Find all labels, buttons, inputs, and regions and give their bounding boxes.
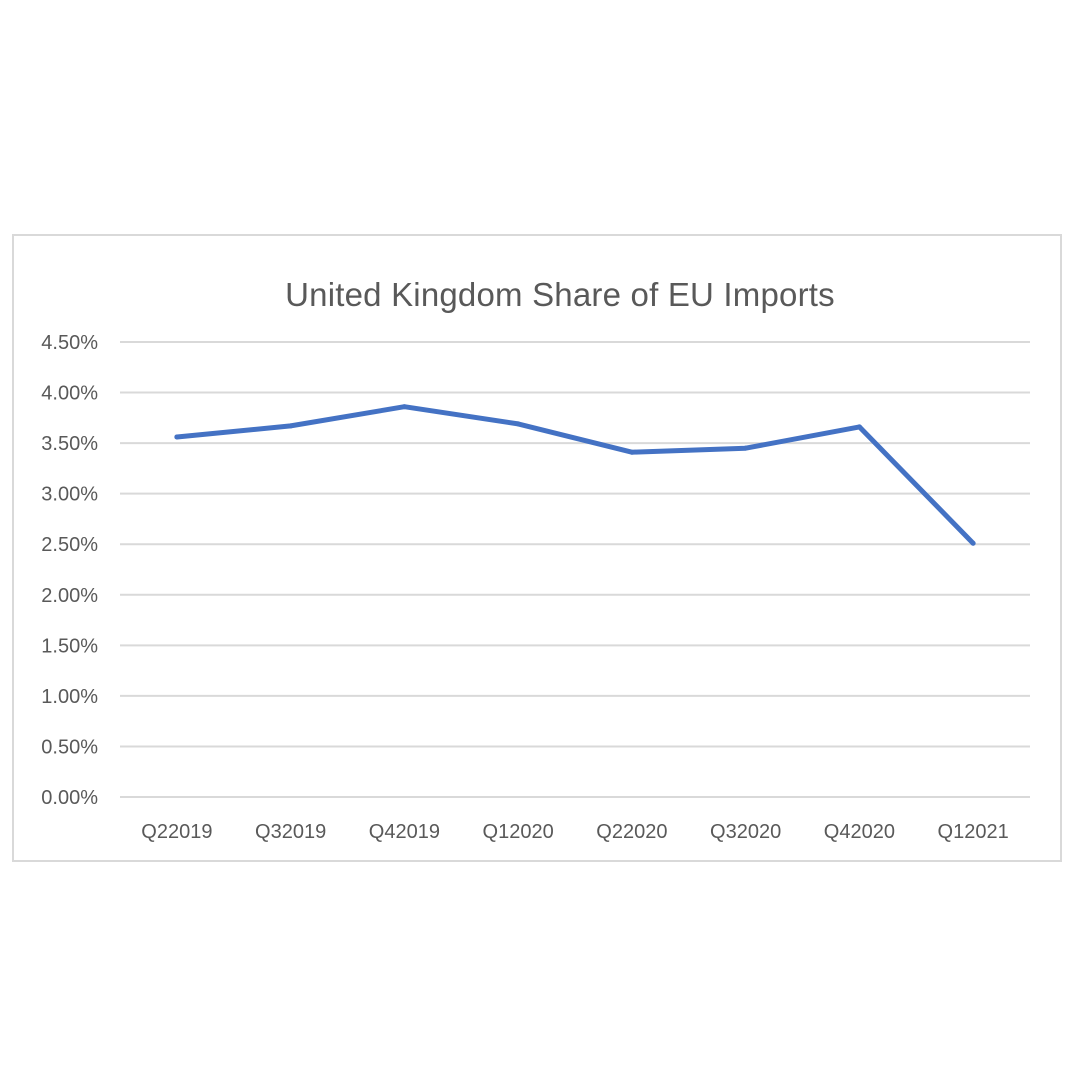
y-tick-label: 0.00% (41, 787, 98, 809)
y-tick-label: 0.50% (41, 736, 98, 758)
series-line (174, 404, 976, 546)
data-point (743, 445, 749, 451)
x-tick-label: Q12020 (483, 821, 554, 843)
data-point (856, 424, 862, 430)
chart-title: United Kingdom Share of EU Imports (285, 276, 835, 313)
data-point (288, 423, 294, 429)
y-tick-label: 2.00% (41, 585, 98, 607)
chart-frame (12, 234, 1062, 862)
y-tick-label: 3.00% (41, 484, 98, 506)
data-point (629, 449, 635, 455)
y-tick-label: 4.50% (41, 332, 98, 354)
x-tick-label: Q12021 (938, 821, 1009, 843)
y-tick-label: 3.50% (41, 433, 98, 455)
x-tick-label: Q32020 (710, 821, 781, 843)
y-tick-label: 1.00% (41, 686, 98, 708)
x-tick-label: Q42020 (824, 821, 895, 843)
x-tick-label: Q42019 (369, 821, 440, 843)
x-tick-label: Q22019 (141, 821, 212, 843)
series-group (174, 404, 976, 546)
gridlines (120, 341, 1030, 798)
y-tick-label: 4.00% (41, 383, 98, 405)
x-tick-label: Q32019 (255, 821, 326, 843)
data-point (515, 421, 521, 427)
x-tick-label: Q22020 (596, 821, 667, 843)
y-axis-tick-labels: 0.00% 0.50% 1.00% 1.50% 2.00% 2.50% 3.00% 3.50%… (41, 332, 98, 809)
y-tick-label: 2.50% (41, 534, 98, 556)
x-axis-tick-labels: Q22019 Q32019 Q42019 Q12020 Q22020 Q32020 Q420… (141, 821, 1008, 843)
y-tick-label: 1.50% (41, 635, 98, 657)
data-point (401, 404, 407, 410)
data-point (970, 540, 976, 546)
data-point (174, 434, 180, 440)
